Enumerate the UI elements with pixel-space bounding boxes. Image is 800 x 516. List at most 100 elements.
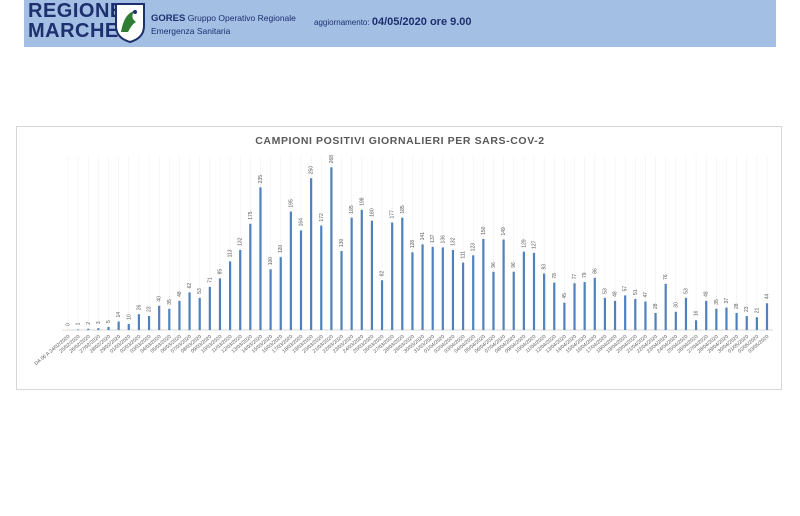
bar <box>705 300 708 330</box>
data-label: 78 <box>552 273 558 279</box>
data-label: 57 <box>623 286 629 292</box>
data-label: 180 <box>369 208 375 217</box>
bar <box>320 225 323 330</box>
bar <box>340 251 343 330</box>
data-label: 175 <box>248 211 254 220</box>
data-label: 96 <box>491 262 497 268</box>
bar <box>77 329 80 330</box>
logo-line-1: REGIONE <box>28 0 124 22</box>
bar <box>299 230 303 330</box>
data-label: 111 <box>461 251 467 259</box>
bar <box>441 247 444 330</box>
bar <box>380 280 384 330</box>
bar <box>624 295 627 330</box>
bar <box>310 178 313 330</box>
bar <box>218 278 222 330</box>
bar <box>239 249 242 330</box>
data-label: 53 <box>683 288 689 294</box>
data-label: 137 <box>430 234 436 243</box>
chart-title: CAMPIONI POSITIVI GIORNALIERI PER SARS-C… <box>255 135 545 147</box>
data-label: 28 <box>734 303 740 309</box>
data-label: 132 <box>450 237 456 246</box>
bar <box>583 282 586 330</box>
data-label: 198 <box>359 197 365 206</box>
data-label: 71 <box>207 277 213 283</box>
data-label: 21 <box>754 307 760 313</box>
data-label: 129 <box>521 239 527 248</box>
data-label: 96 <box>511 262 517 268</box>
org-short: GORES <box>151 13 186 24</box>
data-label: 16 <box>694 311 700 317</box>
bar <box>674 311 677 330</box>
data-label: 40 <box>157 296 163 302</box>
bar <box>715 308 718 330</box>
data-label: 48 <box>704 291 710 297</box>
update-value: 04/05/2020 ore 9.00 <box>371 16 472 28</box>
bar <box>370 220 374 330</box>
data-label: 28 <box>653 303 659 309</box>
data-label: 48 <box>177 291 183 297</box>
bar <box>593 277 596 330</box>
bar <box>492 271 495 330</box>
data-label: 86 <box>592 268 598 274</box>
bar <box>259 187 262 330</box>
bar <box>522 251 525 330</box>
data-label: 2 <box>86 322 92 325</box>
data-label: 136 <box>440 235 446 244</box>
bar <box>137 314 141 330</box>
data-label: 85 <box>217 269 223 275</box>
data-label: 10 <box>126 314 132 320</box>
bar <box>482 238 485 330</box>
bar <box>765 303 769 330</box>
bar <box>745 316 748 330</box>
data-label: 62 <box>187 283 193 289</box>
data-label: 185 <box>349 205 355 214</box>
data-label: 23 <box>147 306 153 312</box>
org-line-2: Emergenza Sanitaria <box>151 26 231 36</box>
bar <box>411 252 414 330</box>
bar <box>208 286 211 330</box>
bar <box>563 302 566 330</box>
data-label: 26 <box>136 304 142 310</box>
bar <box>735 313 738 330</box>
bar <box>573 283 576 330</box>
data-label: 76 <box>663 274 669 280</box>
region-logo-text: REGIONE MARCHE <box>28 1 124 41</box>
data-label: 37 <box>724 298 730 304</box>
data-label: 30 <box>673 302 679 308</box>
bar <box>147 316 151 330</box>
data-label: 100 <box>268 257 274 266</box>
chart-frame <box>16 126 782 390</box>
data-label: 47 <box>643 292 649 298</box>
data-label: 123 <box>471 243 477 252</box>
bar <box>289 211 292 330</box>
bar <box>532 252 536 330</box>
bar <box>694 320 698 330</box>
data-label: 120 <box>278 245 284 254</box>
data-label: 44 <box>765 294 771 300</box>
bar <box>279 257 282 330</box>
update-info: aggiornamento: 04/05/2020 ore 9.00 <box>314 16 472 28</box>
data-label: 14 <box>116 312 122 318</box>
header-banner: REGIONE MARCHE GORES Gruppo Operativo Re… <box>24 0 776 47</box>
data-label: 113 <box>228 249 234 257</box>
bar <box>684 297 688 330</box>
bar <box>461 262 465 330</box>
org-line-1: Gruppo Operativo Regionale <box>187 13 296 23</box>
bar <box>664 283 667 330</box>
bar <box>603 297 607 330</box>
data-label: 128 <box>410 240 416 249</box>
bar <box>178 300 181 330</box>
data-label: 164 <box>299 218 305 227</box>
data-label: 53 <box>602 288 608 294</box>
bar <box>613 300 617 330</box>
bar <box>644 301 647 330</box>
bar <box>502 239 505 330</box>
bar <box>725 307 728 330</box>
bar <box>168 308 171 330</box>
bar <box>634 299 637 330</box>
org-info: GORES Gruppo Operativo Regionale Emergen… <box>151 12 296 37</box>
data-label: 3 <box>96 321 102 324</box>
bar <box>330 167 333 330</box>
